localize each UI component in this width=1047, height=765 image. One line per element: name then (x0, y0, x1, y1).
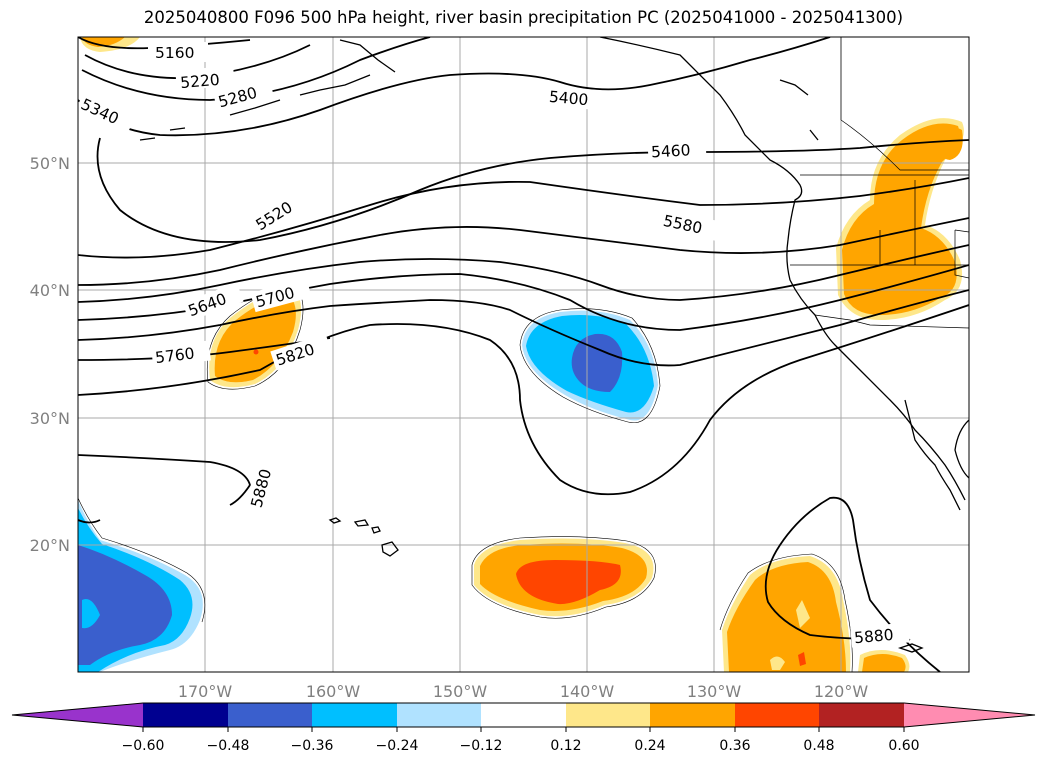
colorbar-bin (143, 703, 228, 727)
colorbar-tick-label: −0.48 (207, 738, 250, 754)
colorbar-tick-label: 0.24 (634, 738, 665, 754)
lon-label-120w: 120°W (814, 682, 869, 701)
contour-label-5160: 5160 (155, 44, 194, 62)
colorbar-tick-label: 0.12 (550, 738, 581, 754)
height-contours (78, 37, 969, 672)
borders (790, 37, 969, 329)
map-frame (77, 36, 970, 673)
graticule (78, 37, 969, 672)
coastlines (139, 37, 969, 653)
lon-label-130w: 130°W (687, 682, 742, 701)
map-title: 2025040800 F096 500 hPa height, river ba… (143, 8, 904, 27)
contour-label-5580: 5580 (661, 212, 703, 238)
colorbar-bin (312, 703, 397, 727)
contour-label-5460: 5460 (651, 141, 691, 161)
colorbar-tick-label: −0.36 (291, 738, 334, 754)
colorbar-tick-label: −0.60 (122, 738, 165, 754)
colorbar-tick-label: 0.36 (719, 738, 750, 754)
colorbar-bin (228, 703, 312, 727)
contour-label-5220: 5220 (180, 71, 221, 92)
colorbar-tick-label: −0.24 (376, 738, 419, 754)
contour-label-5760: 5760 (154, 344, 195, 367)
lon-label-160w: 160°W (306, 682, 361, 701)
colorbar-tick-label: −0.12 (460, 738, 503, 754)
longitude-labels: 170°W 160°W 150°W 140°W 130°W 120°W (178, 682, 869, 701)
colorbar-tick-label: 0.48 (803, 738, 834, 754)
colorbar-bin (566, 703, 650, 727)
colorbar-bin (397, 703, 481, 727)
lon-label-170w: 170°W (178, 682, 233, 701)
lon-label-150w: 150°W (433, 682, 488, 701)
colorbar-bin (735, 703, 819, 727)
lon-label-140w: 140°W (560, 682, 615, 701)
contour-label-5880-west: 5880 (248, 467, 276, 510)
lat-label-40n: 40°N (30, 281, 70, 300)
contour-label-5400: 5400 (548, 88, 589, 109)
precip-contour-outlines (78, 285, 853, 672)
colorbar-bin (819, 703, 904, 727)
colorbar-extend-high (904, 703, 1035, 727)
colorbar-bin (481, 703, 566, 727)
latitude-labels: 50°N 40°N 30°N 20°N (30, 154, 70, 555)
colorbar-bin (650, 703, 735, 727)
lat-label-30n: 30°N (30, 409, 70, 428)
contour-label-5880-east: 5880 (853, 626, 894, 647)
lat-label-50n: 50°N (30, 154, 70, 173)
colorbar: −0.60 −0.48 −0.36 −0.24 −0.12 0.12 0.24 … (11, 702, 1036, 754)
colorbar-extend-low (12, 703, 143, 727)
colorbar-tick-label: 0.60 (888, 738, 919, 754)
lat-label-20n: 20°N (30, 536, 70, 555)
precipitation-shading (78, 37, 964, 672)
